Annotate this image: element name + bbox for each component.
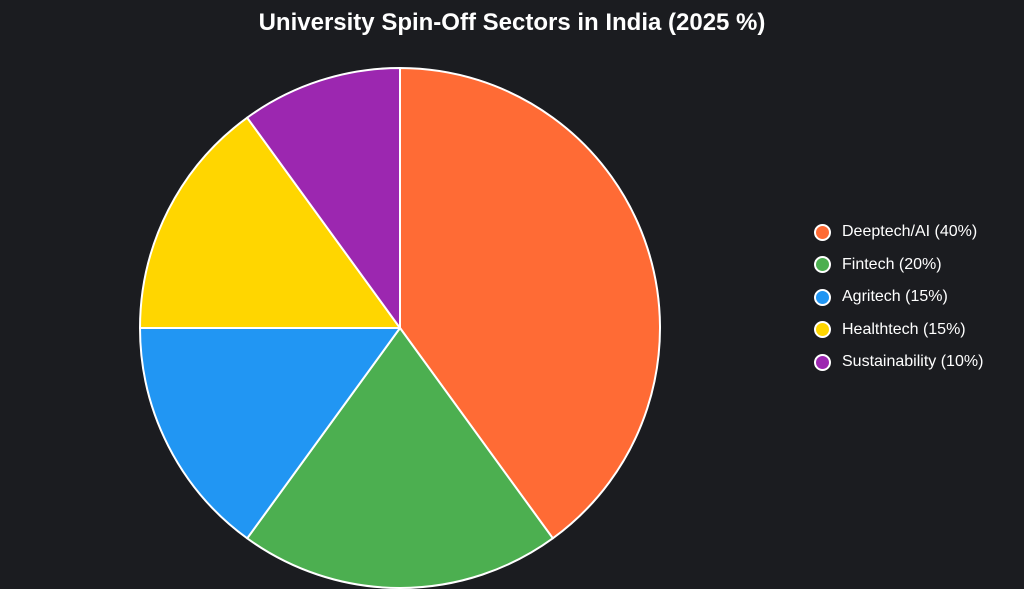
chart-legend: Deeptech/AI (40%) Fintech (20%) Agritech (… (814, 216, 983, 379)
legend-swatch (814, 321, 831, 339)
legend-item: Deeptech/AI (40%) (814, 216, 983, 249)
legend-item: Healthtech (15%) (814, 314, 983, 347)
legend-item: Fintech (20%) (814, 249, 983, 282)
pie-slice-deeptech-ai (399, 67, 661, 540)
pie-slice-sustainability (246, 67, 401, 329)
legend-item: Agritech (15%) (814, 281, 983, 314)
legend-swatch (814, 256, 831, 274)
legend-swatch (814, 223, 831, 241)
chart-title: University Spin-Off Sectors in India (20… (258, 9, 766, 36)
legend-label: Fintech (20%) (842, 255, 942, 273)
legend-label: Sustainability (10%) (842, 353, 984, 371)
legend-item: Sustainability (10%) (814, 346, 983, 379)
legend-label: Healthtech (15%) (842, 320, 966, 338)
legend-swatch (814, 353, 831, 371)
pie-slice-fintech (246, 327, 554, 589)
pie-slices (139, 67, 661, 589)
pie-slice-healthtech (139, 116, 401, 329)
legend-label: Agritech (15%) (842, 288, 948, 306)
legend-swatch (814, 288, 831, 306)
legend-label: Deeptech/AI (40%) (842, 223, 978, 241)
pie-slice-agritech (139, 327, 401, 540)
